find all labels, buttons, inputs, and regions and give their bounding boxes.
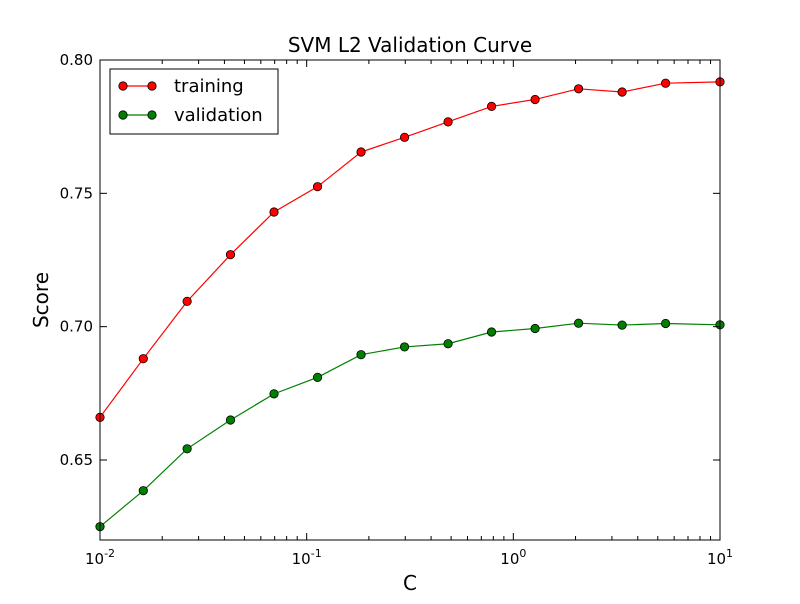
data-point-validation <box>617 320 627 330</box>
legend-marker-validation <box>118 110 128 120</box>
data-point-validation <box>530 323 540 334</box>
data-point-training <box>182 296 192 306</box>
x-tick-exponent: 0 <box>519 547 526 560</box>
x-tick-label: 101 <box>707 547 733 568</box>
data-point-training <box>573 84 584 94</box>
y-tick-label: 0.65 <box>60 451 93 469</box>
x-tick-exponent: -1 <box>311 547 322 560</box>
data-point-validation <box>661 318 671 329</box>
data-point-training <box>443 117 453 127</box>
legend-label-validation: validation <box>174 105 263 126</box>
data-point-validation <box>225 415 236 425</box>
data-point-training <box>356 147 366 157</box>
legend-box <box>109 68 279 135</box>
data-point-validation <box>573 318 584 328</box>
y-tick-label: 0.75 <box>60 184 93 202</box>
data-point-training <box>269 207 279 217</box>
legend-label-training: training <box>174 76 244 97</box>
data-point-validation <box>399 342 410 352</box>
y-tick-label: 0.80 <box>60 51 93 69</box>
data-point-validation <box>312 372 323 382</box>
data-point-validation <box>486 327 497 337</box>
data-point-training <box>225 250 236 260</box>
data-point-validation <box>443 339 453 349</box>
data-point-training <box>486 101 497 112</box>
x-tick-label: 10-2 <box>85 547 115 568</box>
data-point-training <box>617 87 627 97</box>
series-line-validation <box>99 322 721 528</box>
legend-marker-validation <box>147 110 157 120</box>
data-point-training <box>138 354 148 364</box>
data-point-validation <box>138 486 148 496</box>
y-axis-label: Score <box>29 272 53 328</box>
data-point-validation <box>182 444 192 454</box>
data-point-training <box>530 94 540 105</box>
data-point-training <box>661 78 671 88</box>
x-tick-exponent: 1 <box>726 547 733 560</box>
x-tick-label: 10-1 <box>292 547 322 568</box>
plot-frame <box>99 59 721 541</box>
data-point-validation <box>269 389 279 399</box>
data-point-training <box>399 132 410 142</box>
legend: training validation <box>109 68 279 135</box>
data-point-training <box>312 182 323 192</box>
legend-marker-training <box>118 81 128 91</box>
data-point-validation <box>356 350 366 360</box>
legend-marker-training <box>147 81 157 91</box>
x-tick-exponent: -2 <box>104 547 115 560</box>
x-axis-label: C <box>403 571 417 595</box>
chart-title: SVM L2 Validation Curve <box>288 33 532 57</box>
x-tick-label: 100 <box>500 547 526 568</box>
y-tick-label: 0.70 <box>60 318 93 336</box>
